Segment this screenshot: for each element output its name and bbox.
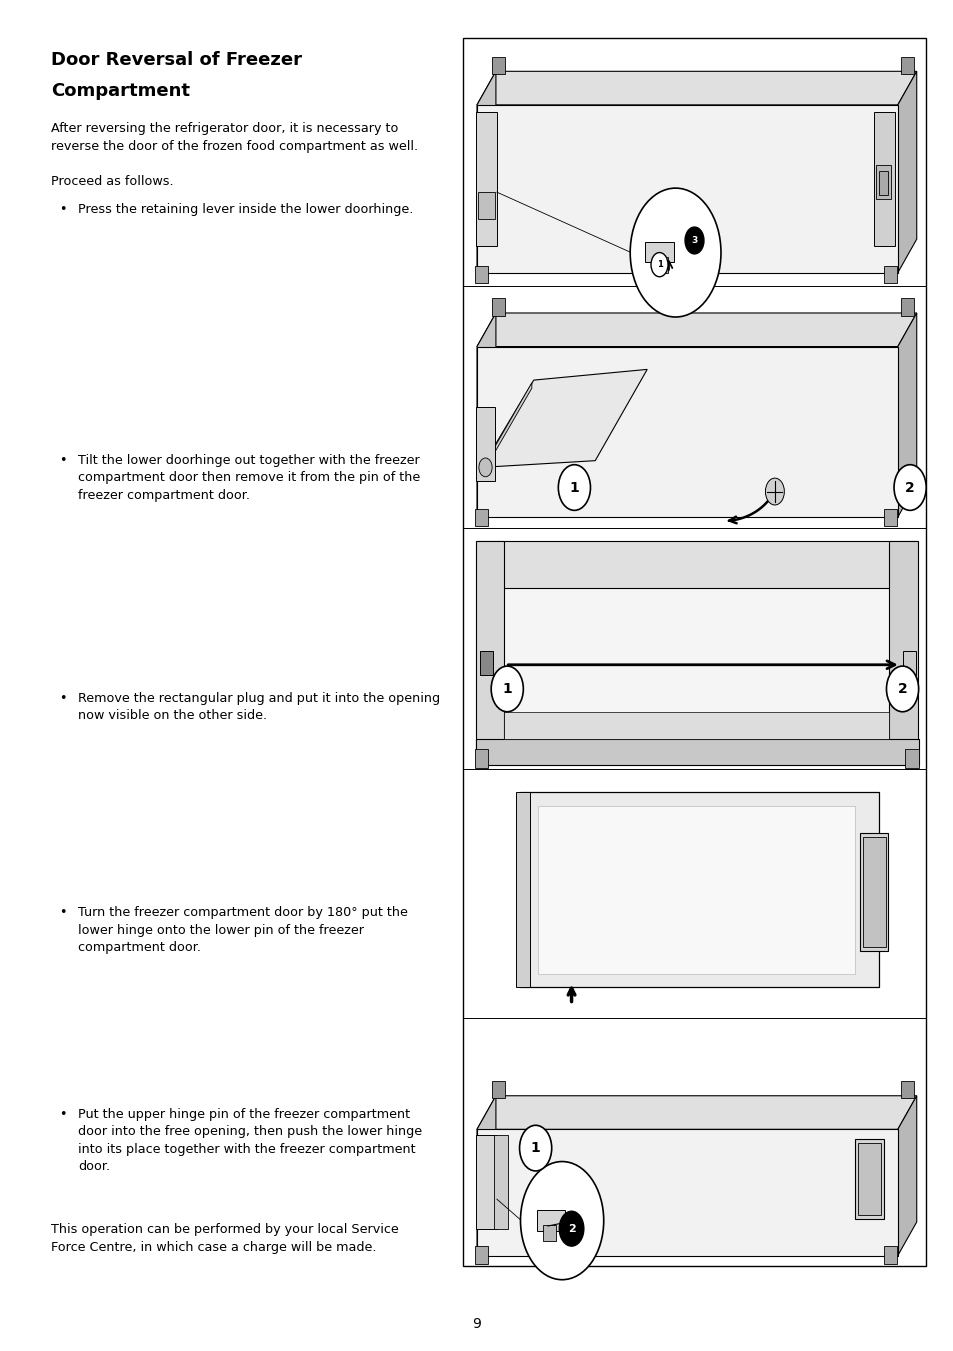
Polygon shape <box>476 347 897 517</box>
Bar <box>859 832 887 951</box>
Circle shape <box>885 666 918 712</box>
Polygon shape <box>476 105 897 273</box>
Bar <box>857 1143 880 1216</box>
Bar <box>479 651 493 676</box>
Circle shape <box>491 666 523 712</box>
Text: •: • <box>59 454 67 467</box>
Polygon shape <box>476 1096 916 1129</box>
Bar <box>476 1135 497 1228</box>
Bar <box>462 38 925 1266</box>
Bar <box>900 57 913 74</box>
Bar <box>904 750 918 769</box>
Text: Put the upper hinge pin of the freezer compartment
door into the free opening, t: Put the upper hinge pin of the freezer c… <box>78 1108 421 1173</box>
Bar <box>855 1139 882 1220</box>
Text: 2: 2 <box>567 1224 575 1233</box>
Text: This operation can be performed by your local Service
Force Centre, in which cas: This operation can be performed by your … <box>51 1223 398 1254</box>
Bar <box>873 112 894 246</box>
Bar <box>494 1135 508 1228</box>
Circle shape <box>893 465 925 511</box>
Text: 1: 1 <box>530 1142 540 1155</box>
Bar <box>475 1246 488 1263</box>
Text: 3: 3 <box>691 236 697 245</box>
Text: •: • <box>59 203 67 216</box>
Bar <box>475 266 488 284</box>
Bar <box>504 712 888 739</box>
Bar <box>900 299 913 316</box>
Bar <box>882 509 896 527</box>
Bar <box>875 165 890 199</box>
Bar <box>878 170 887 195</box>
Bar <box>492 57 505 74</box>
Bar <box>492 1081 505 1098</box>
Polygon shape <box>488 382 531 463</box>
Text: Press the retaining lever inside the lower doorhinge.: Press the retaining lever inside the low… <box>78 203 413 216</box>
Text: 2: 2 <box>904 481 914 494</box>
Bar <box>519 792 878 988</box>
Polygon shape <box>476 313 496 517</box>
Text: Proceed as follows.: Proceed as follows. <box>51 174 173 188</box>
Bar <box>504 588 888 739</box>
Circle shape <box>558 1212 583 1246</box>
Circle shape <box>684 227 703 254</box>
Polygon shape <box>476 1096 496 1255</box>
Circle shape <box>650 253 667 277</box>
Bar <box>536 1210 564 1231</box>
Polygon shape <box>897 313 916 517</box>
Polygon shape <box>476 542 916 588</box>
Text: •: • <box>59 907 67 920</box>
Bar <box>888 542 917 759</box>
Bar <box>476 739 918 766</box>
Polygon shape <box>476 72 496 273</box>
Circle shape <box>478 458 492 477</box>
Bar <box>644 242 673 262</box>
Text: 2: 2 <box>897 682 906 696</box>
Circle shape <box>520 1162 603 1279</box>
Text: Turn the freezer compartment door by 180° put the
lower hinge onto the lower pin: Turn the freezer compartment door by 180… <box>78 907 407 954</box>
Text: •: • <box>59 692 67 705</box>
Text: Door Reversal of Freezer: Door Reversal of Freezer <box>51 51 302 69</box>
Bar <box>537 805 855 974</box>
Bar <box>656 257 667 273</box>
Bar <box>862 836 884 947</box>
Text: 1: 1 <box>656 261 661 269</box>
Polygon shape <box>897 72 916 273</box>
Bar <box>882 266 896 284</box>
Bar <box>902 651 915 676</box>
Polygon shape <box>476 72 916 105</box>
Bar <box>542 1224 556 1240</box>
Polygon shape <box>481 369 646 467</box>
Bar <box>475 750 488 769</box>
Circle shape <box>764 478 783 505</box>
Bar <box>516 792 530 988</box>
Text: 1: 1 <box>502 682 512 696</box>
Circle shape <box>558 465 590 511</box>
Text: 9: 9 <box>472 1317 481 1331</box>
Polygon shape <box>476 1129 897 1255</box>
Text: Compartment: Compartment <box>51 82 191 100</box>
Bar <box>882 1246 896 1263</box>
Bar <box>476 112 497 246</box>
Text: 1: 1 <box>569 481 578 494</box>
Text: •: • <box>59 1108 67 1121</box>
Circle shape <box>630 188 720 317</box>
Polygon shape <box>897 1096 916 1255</box>
Bar <box>900 1081 913 1098</box>
Bar <box>476 542 504 759</box>
Bar <box>476 407 495 481</box>
Text: Remove the rectangular plug and put it into the opening
now visible on the other: Remove the rectangular plug and put it i… <box>78 692 439 723</box>
Text: Tilt the lower doorhinge out together with the freezer
compartment door then rem: Tilt the lower doorhinge out together wi… <box>78 454 419 503</box>
Circle shape <box>519 1125 551 1171</box>
Text: After reversing the refrigerator door, it is necessary to
reverse the door of th: After reversing the refrigerator door, i… <box>51 123 418 153</box>
Polygon shape <box>476 313 916 347</box>
Bar <box>492 299 505 316</box>
Bar <box>475 509 488 527</box>
Bar <box>477 192 495 219</box>
